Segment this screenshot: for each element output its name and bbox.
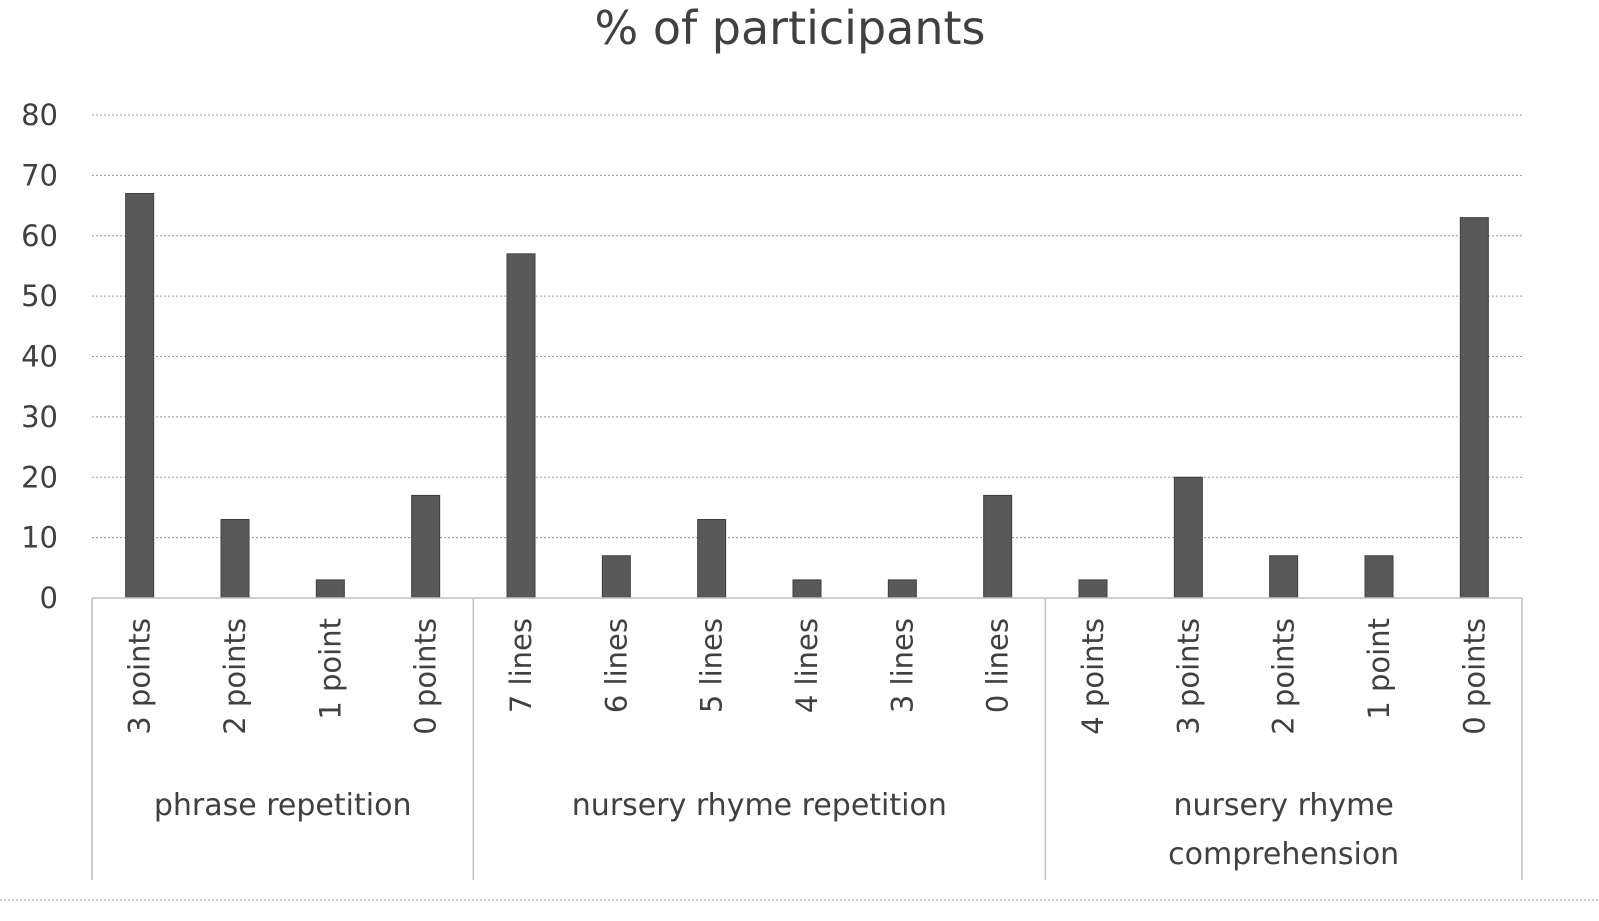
x-tick-label: 2 points [218, 618, 252, 735]
bar [697, 519, 727, 599]
x-tick-label: 7 lines [504, 618, 538, 713]
bar [887, 579, 917, 599]
y-axis-ticks: 0 10 20 30 40 50 60 70 80 [21, 98, 58, 615]
bar [220, 519, 250, 599]
x-axis-category-labels: 3 points 2 points 1 point 0 points 7 lines 6 … [123, 618, 1492, 735]
x-tick-label: 4 lines [790, 618, 824, 713]
gridlines [92, 114, 1522, 539]
y-tick-label: 10 [21, 521, 58, 555]
x-tick-label: 3 points [123, 618, 157, 735]
bar [1459, 217, 1489, 599]
x-group-label: phrase repetition [154, 788, 412, 823]
x-tick-label: 0 points [409, 618, 443, 735]
x-axis-group-labels: phrase repetition nursery rhyme repetitio… [154, 788, 1399, 872]
x-tick-label: 0 lines [981, 618, 1015, 713]
x-tick-label: 0 points [1457, 618, 1491, 735]
y-tick-label: 70 [21, 158, 58, 192]
x-group-label: nursery rhyme [1174, 788, 1394, 823]
y-tick-label: 20 [21, 460, 58, 494]
x-tick-label: 6 lines [599, 618, 633, 713]
bar [1269, 555, 1299, 599]
bars [125, 192, 1489, 599]
bar [506, 253, 536, 599]
bar [315, 579, 345, 599]
y-tick-label: 0 [40, 581, 58, 615]
bar [1173, 476, 1203, 599]
bar [1364, 555, 1394, 599]
x-tick-label: 4 points [1076, 618, 1110, 735]
y-tick-label: 50 [21, 279, 58, 313]
x-tick-label: 1 point [1362, 618, 1396, 720]
x-tick-label: 3 points [1171, 618, 1205, 735]
y-tick-label: 60 [21, 219, 58, 253]
bar [792, 579, 822, 599]
bar [601, 555, 631, 599]
chart-title: % of participants [594, 1, 985, 55]
bar [1078, 579, 1108, 599]
x-group-label: nursery rhyme repetition [572, 788, 947, 823]
x-tick-label: 5 lines [695, 618, 729, 713]
x-tick-label: 1 point [313, 618, 347, 720]
x-axis [0, 597, 1599, 901]
y-tick-label: 40 [21, 340, 58, 374]
bar [125, 192, 155, 599]
bar [983, 494, 1013, 599]
bar [411, 494, 441, 599]
y-tick-label: 30 [21, 400, 58, 434]
x-tick-label: 3 lines [885, 618, 919, 713]
y-tick-label: 80 [21, 98, 58, 132]
x-group-label: comprehension [1168, 837, 1399, 872]
x-tick-label: 2 points [1267, 618, 1301, 735]
